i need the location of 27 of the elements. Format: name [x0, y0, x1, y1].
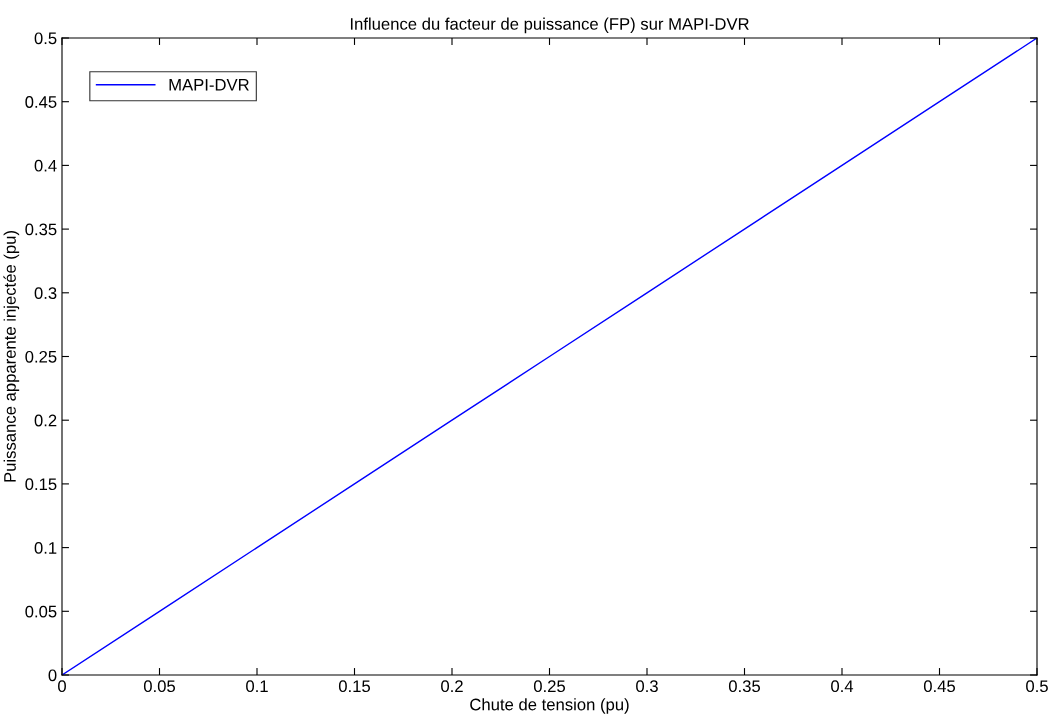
x-tick-label: 0.5: [1026, 680, 1048, 693]
y-tick-label: 0.3: [34, 287, 57, 299]
line-series: [62, 38, 1037, 675]
x-tick-label: 0.35: [728, 680, 761, 693]
y-tick-label: 0.05: [25, 605, 57, 618]
y-tick-label: 0.45: [25, 96, 57, 108]
x-tick-label: 0.1: [246, 680, 268, 693]
x-tick-label: 0.2: [441, 680, 463, 693]
y-tick-label: 0.4: [34, 159, 57, 172]
y-axis-title: Puissance apparente injectée (pu): [3, 231, 20, 482]
x-axis-title: Chute de tension (pu): [470, 698, 629, 714]
x-tick-label: 0.3: [636, 680, 658, 693]
y-tick-label: 0: [48, 669, 57, 682]
x-tick-label: 0.45: [923, 680, 956, 693]
y-tick-label: 0.5: [34, 32, 57, 45]
y-tick-label: 0.1: [34, 542, 57, 554]
x-tick-label: 0.4: [831, 680, 854, 693]
y-tick-label: 0.2: [34, 414, 57, 427]
y-tick-label: 0.15: [25, 478, 57, 491]
x-tick-label: 0.15: [338, 680, 371, 693]
x-tick-label: 0.25: [533, 680, 566, 693]
y-tick-label: 0.25: [25, 350, 57, 363]
legend-label: MAPI-DVR: [169, 79, 249, 91]
x-tick-label: 0.05: [143, 680, 176, 693]
x-tick-label: 0: [58, 680, 66, 693]
y-tick-label: 0.35: [25, 223, 57, 236]
chart-title: Influence du facteur de puissance (FP) sur MAPI-DVR: [350, 17, 749, 34]
